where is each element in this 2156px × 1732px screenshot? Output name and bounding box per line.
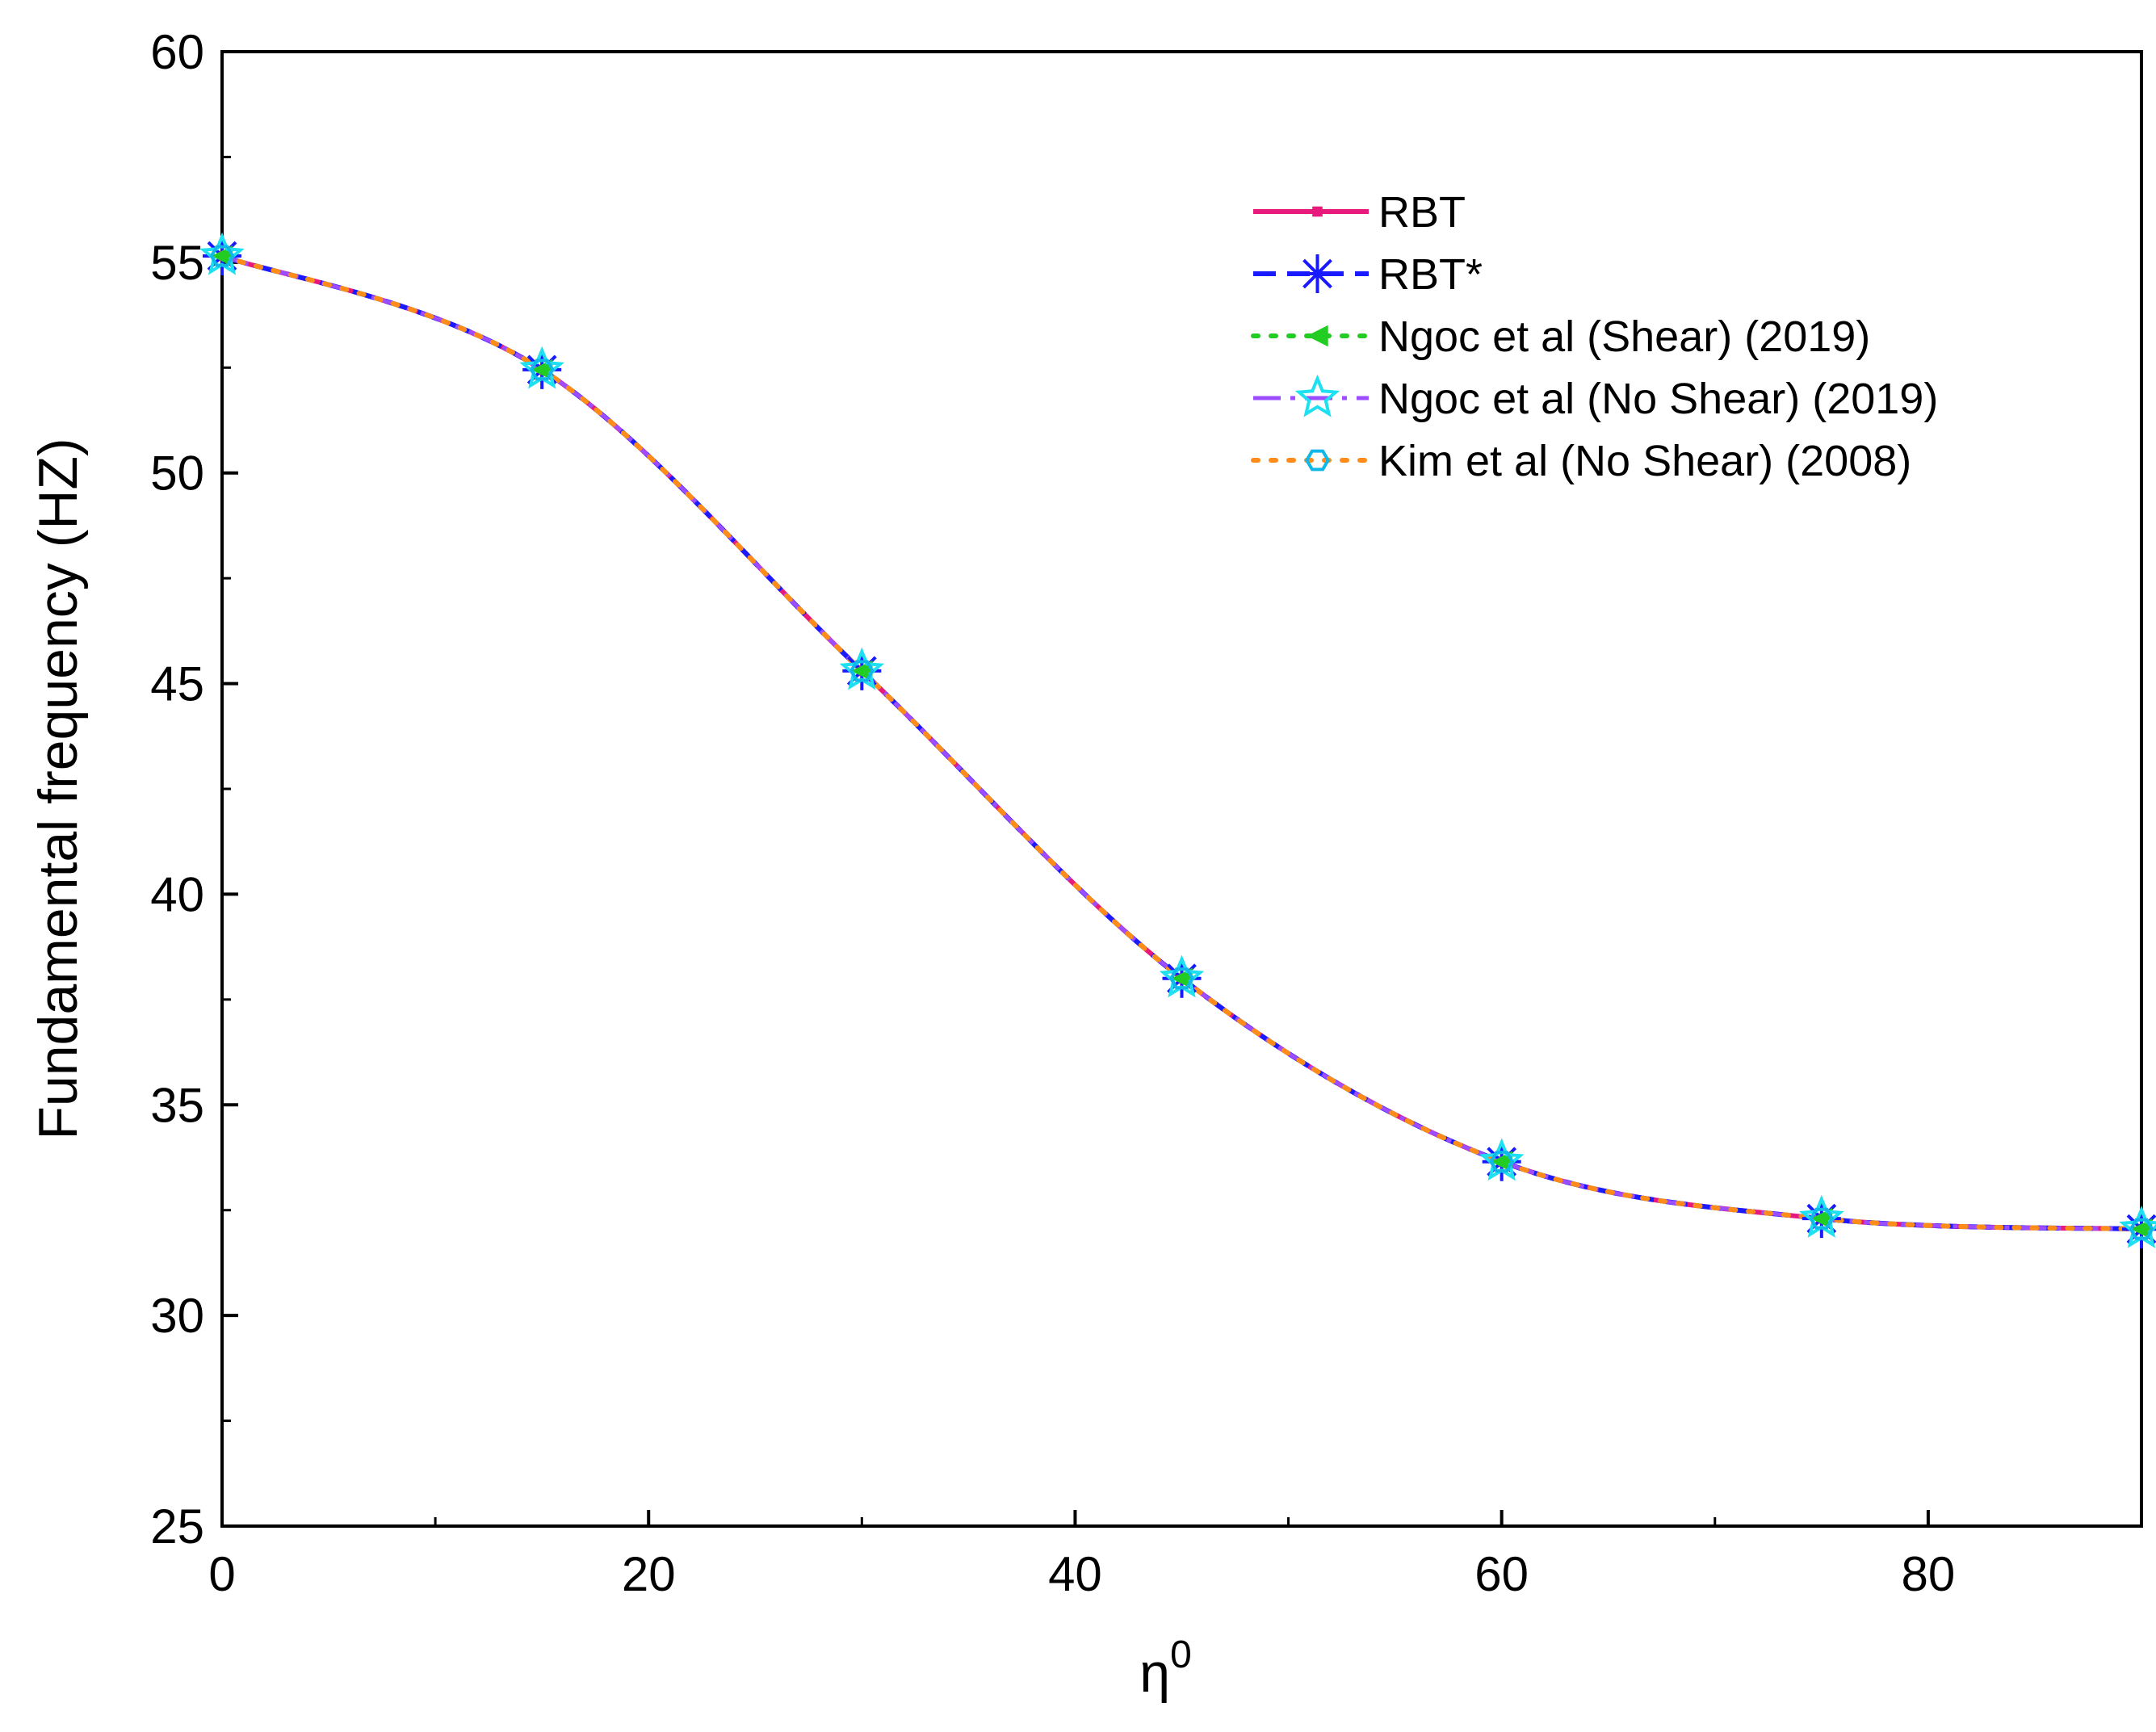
legend-marker — [1307, 325, 1328, 347]
y-tick-label: 60 — [150, 25, 204, 79]
y-axis-title: Fundamental frequency (HZ) — [27, 438, 89, 1139]
legend-marker — [1304, 449, 1331, 472]
legend-marker — [1298, 254, 1337, 293]
data-point — [2130, 1218, 2153, 1240]
marker-hexagon-shape — [209, 245, 235, 267]
data-point — [209, 245, 235, 267]
x-tick-label: 80 — [1902, 1547, 1956, 1601]
marker-triangle-shape — [2130, 1218, 2153, 1240]
y-tick-label: 30 — [150, 1289, 204, 1343]
marker-triangle-shape — [1491, 1151, 1512, 1172]
marker-hexagon-shape — [2129, 1218, 2154, 1240]
marker-triangle-shape — [531, 359, 553, 381]
legend-item: RBT* — [1253, 250, 1483, 299]
data-point — [1491, 1151, 1512, 1172]
y-tick-label: 35 — [150, 1078, 204, 1132]
marker-triangle-shape — [211, 245, 233, 267]
legend-item: Ngoc et al (Shear) (2019) — [1251, 312, 1870, 361]
legend-item: Ngoc et al (No Shear) (2019) — [1253, 374, 1938, 423]
series-layer — [199, 232, 2156, 1249]
marker-triangle-shape — [851, 660, 873, 682]
marker-triangle-shape — [1810, 1207, 1833, 1230]
legend-item: Kim et al (No Shear) (2008) — [1251, 437, 1911, 485]
data-point — [211, 245, 233, 267]
marker-hexagon-shape — [1304, 449, 1331, 472]
legend-label: Ngoc et al (No Shear) (2019) — [1378, 375, 1938, 423]
x-tick-label: 60 — [1474, 1547, 1529, 1601]
x-tick-label: 20 — [622, 1547, 676, 1601]
legend-item: RBT — [1253, 188, 1466, 237]
marker-hexagon-shape — [1809, 1207, 1835, 1230]
legend-marker — [1294, 374, 1340, 417]
data-point — [1810, 1207, 1833, 1230]
data-point — [2129, 1218, 2154, 1240]
marker-hexagon-shape — [1168, 967, 1195, 990]
data-point — [1489, 1151, 1515, 1173]
data-point — [849, 660, 875, 682]
marker-triangle-shape — [1307, 325, 1328, 347]
legend-marker — [1312, 206, 1323, 217]
data-point — [1809, 1207, 1835, 1230]
marker-triangle-shape — [1171, 967, 1193, 989]
marker-hexagon-shape — [1489, 1151, 1515, 1173]
series-5-markers — [209, 245, 2154, 1240]
y-tick-label: 55 — [150, 236, 204, 290]
data-point — [529, 359, 555, 381]
x-tick-label: 0 — [208, 1547, 235, 1601]
x-tick-label: 40 — [1048, 1547, 1102, 1601]
legend-label: Ngoc et al (Shear) (2019) — [1378, 312, 1870, 361]
data-point — [531, 359, 553, 381]
y-tick-label: 25 — [150, 1499, 204, 1554]
x-axis-title-superscript: 0 — [1170, 1633, 1192, 1676]
legend-label: RBT — [1378, 188, 1466, 237]
marker-hexagon-shape — [849, 660, 875, 682]
y-tick-label: 50 — [150, 447, 204, 501]
legend-label: RBT* — [1378, 250, 1483, 299]
legend-label: Kim et al (No Shear) (2008) — [1378, 437, 1911, 485]
series-3-markers — [211, 245, 2153, 1240]
legend: RBT RBT* Ngoc et al (Shear) (2019) Ngoc et … — [1251, 188, 1938, 485]
axes: 0 20 40 60 80 25 30 35 40 45 50 55 60 — [150, 25, 2143, 1601]
x-axis-title-symbol: η — [1139, 1642, 1170, 1704]
marker-square-shape — [1312, 206, 1323, 217]
marker-hexagon-shape — [529, 359, 555, 381]
x-axis-title: η0 — [1139, 1633, 1192, 1704]
y-tick-label: 45 — [150, 657, 204, 711]
data-point — [1168, 967, 1195, 990]
marker-star-shape — [1294, 374, 1340, 417]
data-point — [1171, 967, 1193, 989]
marker-asterisk-stroke — [1302, 258, 1332, 289]
data-point — [851, 660, 873, 682]
plot-frame — [220, 50, 2143, 1528]
y-tick-label: 40 — [150, 867, 204, 921]
